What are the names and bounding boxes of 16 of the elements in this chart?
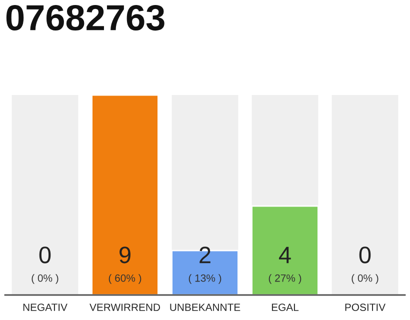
data-label: 0 bbox=[39, 246, 51, 264]
data-label: 2 bbox=[200, 246, 210, 264]
x-tick-label: NEGATIV bbox=[23, 304, 68, 311]
annotation: ( 13% ) bbox=[188, 274, 222, 284]
data-label: 9 bbox=[120, 246, 130, 264]
x-tick-label: EGAL bbox=[272, 304, 299, 311]
data-label: 0 bbox=[359, 246, 371, 264]
chart-title: 07682763 bbox=[6, 4, 164, 31]
x-tick-label: POSITIV bbox=[345, 304, 386, 311]
x-tick-label: UNBEKANNTE bbox=[170, 304, 240, 311]
annotation: ( 0% ) bbox=[32, 274, 58, 284]
annotation: ( 60% ) bbox=[108, 274, 142, 284]
annotation: ( 27% ) bbox=[268, 274, 302, 284]
x-tick-label: VERWIRREND bbox=[90, 304, 160, 311]
annotation: ( 0% ) bbox=[352, 274, 378, 284]
data-label: 4 bbox=[278, 246, 291, 264]
